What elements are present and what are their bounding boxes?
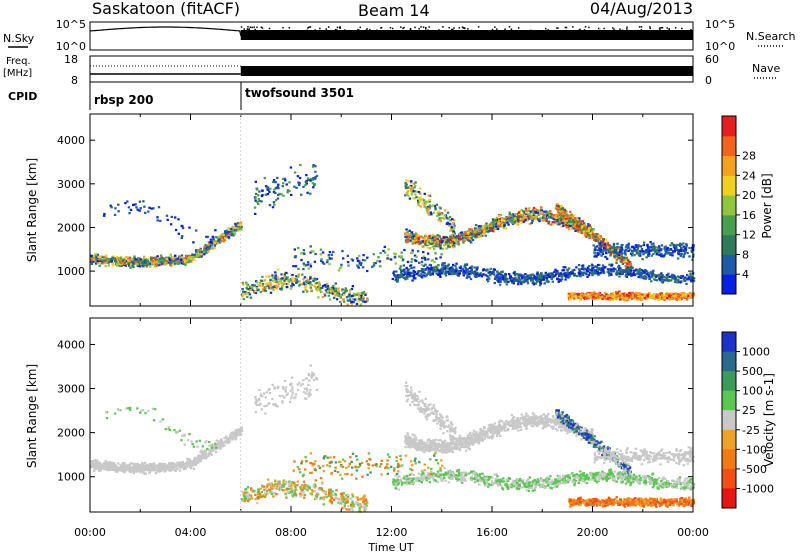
- cpid-label: CPID: [8, 90, 37, 103]
- colorbar-tick-label: -500: [742, 463, 767, 476]
- colorbar-tick-label: 500: [742, 365, 763, 378]
- noise-right-tick-top: 10^5: [705, 18, 735, 31]
- colorbar-tick-label: -100: [742, 443, 767, 456]
- range-tick-label: 3000: [57, 383, 85, 396]
- range-tick-label: 4000: [57, 338, 85, 351]
- power-ylabel: Slant Range [km]: [25, 158, 39, 262]
- power-colorbar-frame: [721, 115, 737, 295]
- time-tick-label: 00:00: [677, 526, 709, 539]
- date-title: 04/Aug/2013: [590, 0, 693, 18]
- freq-trace: [90, 65, 693, 76]
- colorbar-tick-label: 20: [742, 189, 756, 202]
- colorbar-tick-label: 4: [742, 268, 749, 281]
- freq-unit-label: [MHz]: [3, 68, 32, 79]
- colorbar-tick-label: 24: [742, 169, 756, 182]
- freq-right-tick-bottom: 0: [705, 74, 712, 87]
- freq-left-tick-bottom: 8: [71, 74, 78, 87]
- range-tick-label: 1000: [57, 265, 85, 278]
- cpid-panel: [89, 82, 242, 110]
- nsky-label: N.Sky: [3, 32, 35, 45]
- cpid-segment-label-2: twofsound 3501: [245, 86, 354, 100]
- colorbar-tick-label: 8: [742, 248, 749, 261]
- noise-left-tick-top: 10^5: [56, 18, 86, 31]
- power-heatmap: [90, 163, 696, 307]
- velocity-heatmap: [90, 364, 696, 513]
- time-axis-ticks: 00:00 04:00 08:00 12:00 16:00 20:00 00:00: [74, 526, 709, 539]
- nsearch-label: N.Search: [746, 30, 796, 43]
- colorbar-tick-label: -25: [742, 424, 760, 437]
- noise-trace: [89, 26, 694, 40]
- range-tick-label: 4000: [57, 134, 85, 147]
- time-tick-label: 00:00: [74, 526, 106, 539]
- colorbar-tick-label: 25: [742, 404, 756, 417]
- colorbar-tick-label: 16: [742, 209, 756, 222]
- nave-label: Nave: [752, 62, 780, 75]
- time-tick-label: 12:00: [376, 526, 408, 539]
- velocity-colorbar-label: Velocity [m s-1]: [762, 373, 776, 467]
- range-tick-label: 1000: [57, 471, 85, 484]
- cpid-segment-label-1: rbsp 200: [94, 93, 153, 107]
- time-tick-label: 20:00: [577, 526, 609, 539]
- colorbar-tick-label: -1000: [742, 482, 774, 495]
- velocity-colorbar-frame: [721, 331, 737, 509]
- range-tick-label: 2000: [57, 427, 85, 440]
- velocity-panel-frame: [89, 317, 694, 513]
- freq-left-tick-top: 18: [64, 53, 78, 66]
- power-colorbar: 4 8 12 16 20 24 28: [722, 116, 756, 295]
- colorbar-tick-label: 100: [742, 385, 763, 398]
- freq-label: Freq.: [6, 56, 31, 67]
- velocity-colorbar: 1000 500 100 25 -25 -100 -500 -1000: [722, 332, 774, 509]
- time-tick-label: 16:00: [476, 526, 508, 539]
- colorbar-tick-label: 1000: [742, 346, 770, 359]
- time-axis-label: Time UT: [367, 541, 413, 554]
- power-colorbar-label: Power [dB]: [760, 173, 774, 238]
- velocity-ylabel: Slant Range [km]: [25, 364, 39, 468]
- range-tick-label: 3000: [57, 178, 85, 191]
- freq-right-tick-top: 60: [705, 53, 719, 66]
- colorbar-tick-label: 12: [742, 229, 756, 242]
- time-tick-label: 04:00: [175, 526, 207, 539]
- colorbar-tick-label: 28: [742, 150, 756, 163]
- station-title: Saskatoon (fitACF): [92, 0, 240, 18]
- range-tick-label: 2000: [57, 221, 85, 234]
- beam-title: Beam 14: [358, 1, 430, 20]
- power-axes: 1000 2000 3000 4000: [57, 114, 694, 306]
- noise-right-tick-bottom: 10^0: [705, 40, 735, 53]
- noise-left-tick-bottom: 10^0: [56, 40, 86, 53]
- time-tick-label: 08:00: [275, 526, 307, 539]
- velocity-axes: 1000 2000 3000 4000: [57, 318, 694, 512]
- power-panel-frame: [89, 113, 694, 307]
